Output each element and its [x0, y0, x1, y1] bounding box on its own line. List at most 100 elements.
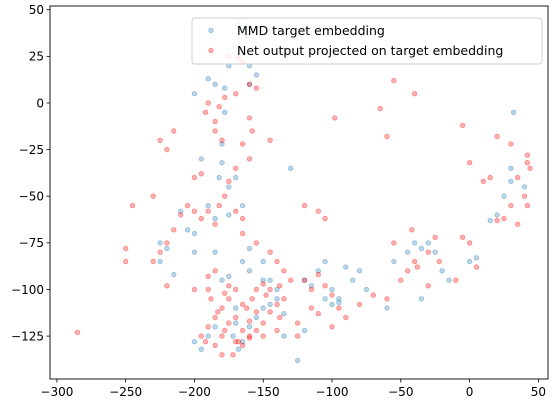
data-point: [205, 286, 211, 293]
data-point: [232, 339, 239, 345]
data-point: [363, 286, 370, 293]
y-tick-label: 0: [36, 96, 44, 110]
data-point: [243, 305, 250, 311]
x-tick-label: −150: [247, 385, 280, 399]
data-point: [336, 299, 342, 306]
data-point: [232, 208, 239, 214]
data-point: [253, 286, 260, 293]
data-point: [329, 286, 335, 293]
data-point: [221, 290, 228, 296]
data-point: [398, 277, 404, 283]
data-point: [215, 309, 221, 315]
y-tick-label: 50: [29, 3, 44, 17]
data-point: [439, 268, 445, 274]
data-point: [294, 357, 301, 364]
data-point: [356, 268, 363, 274]
data-point: [216, 174, 222, 181]
data-point: [212, 215, 218, 222]
data-point: [288, 277, 294, 283]
data-point: [212, 342, 218, 349]
data-point: [501, 193, 507, 199]
data-point: [267, 277, 273, 283]
data-point: [226, 184, 232, 190]
data-point: [212, 249, 218, 255]
data-point: [294, 320, 301, 326]
data-point: [527, 165, 533, 171]
data-point: [281, 296, 287, 302]
data-point: [274, 286, 280, 293]
data-point: [466, 240, 473, 246]
data-point: [260, 320, 266, 326]
data-point: [219, 333, 225, 339]
data-point: [301, 277, 308, 283]
data-point: [74, 329, 81, 336]
data-point: [332, 115, 338, 121]
data-point: [184, 202, 191, 209]
data-point: [216, 103, 222, 110]
data-point: [418, 245, 425, 252]
x-tick-label: −200: [178, 385, 211, 399]
data-point: [122, 245, 129, 252]
data-point: [205, 208, 211, 214]
data-point: [205, 100, 211, 106]
data-point: [336, 296, 342, 302]
data-point: [411, 240, 418, 246]
data-point: [232, 165, 239, 171]
data-point: [524, 159, 531, 166]
data-point: [212, 221, 218, 227]
data-point: [208, 296, 214, 302]
data-point: [508, 202, 514, 209]
data-point: [322, 215, 328, 222]
y-axis: 50 25 0 −25 −50 −75 −100 −125: [11, 3, 50, 343]
data-point: [198, 171, 204, 177]
data-point: [315, 208, 321, 214]
data-point: [480, 178, 486, 184]
data-point: [212, 128, 218, 134]
data-point: [216, 202, 222, 209]
data-point: [246, 335, 253, 341]
data-point: [301, 327, 308, 334]
data-point: [425, 249, 431, 255]
data-point: [219, 137, 225, 143]
data-point: [232, 286, 239, 293]
data-point: [466, 159, 473, 166]
data-point: [246, 324, 253, 330]
data-point: [226, 320, 232, 326]
data-point: [191, 174, 198, 181]
data-point: [191, 286, 198, 293]
data-point: [343, 264, 349, 270]
data-point: [177, 212, 184, 218]
data-point: [202, 109, 209, 115]
data-point: [205, 273, 211, 280]
data-point: [501, 215, 507, 222]
data-point: [308, 305, 315, 311]
data-point: [246, 81, 253, 87]
data-point: [308, 283, 315, 289]
data-point: [150, 258, 156, 265]
data-point: [239, 339, 246, 345]
plot-frame: [49, 5, 549, 380]
data-point: [253, 314, 260, 321]
y-tick-label: −50: [19, 190, 44, 204]
data-point: [232, 314, 239, 321]
data-point: [205, 202, 211, 209]
data-point: [226, 178, 232, 184]
data-point: [164, 245, 170, 252]
data-point: [226, 273, 232, 280]
data-point: [356, 301, 363, 308]
data-point: [277, 314, 283, 321]
data-point: [219, 277, 225, 283]
data-point: [150, 193, 156, 199]
data-point: [232, 90, 239, 97]
legend-label: Net output projected on target embedding: [237, 43, 503, 58]
data-point: [524, 202, 531, 209]
data-point: [253, 240, 260, 246]
data-point: [191, 90, 198, 97]
data-point: [253, 309, 260, 315]
data-point: [267, 249, 273, 255]
series-2-points: [74, 53, 533, 358]
data-point: [246, 318, 253, 324]
data-point: [409, 227, 415, 233]
data-point: [177, 208, 184, 214]
data-point: [157, 258, 163, 265]
